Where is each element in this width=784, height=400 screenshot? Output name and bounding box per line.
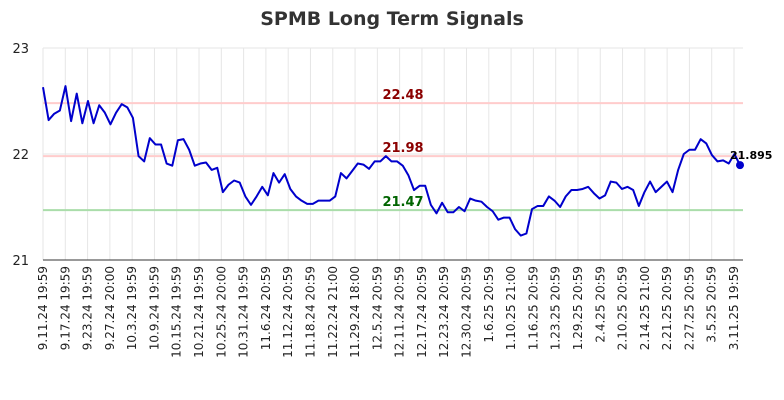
x-tick-label: 11.22.24 21:00	[326, 266, 340, 358]
y-tick-label: 22	[12, 148, 29, 163]
x-tick-label: 2.10.25 20:59	[616, 266, 630, 350]
x-tick-label: 2.27.25 20:59	[682, 266, 696, 350]
x-tick-label: 11.6.24 20:59	[259, 266, 273, 350]
x-tick-label: 2.4.25 20:59	[593, 266, 607, 343]
x-tick-label: 1.10.25 21:00	[504, 266, 518, 350]
x-tick-label: 10.25.24 20:00	[214, 266, 228, 358]
x-tick-label: 9.17.24 19:59	[58, 266, 72, 350]
x-tick-label: 1.23.25 20:59	[549, 266, 563, 350]
level-label: 21.47	[382, 195, 423, 210]
x-tick-label: 10.15.24 19:59	[170, 266, 184, 358]
price-line	[42, 85, 741, 237]
x-tick-label: 11.18.24 20:59	[303, 266, 317, 358]
x-tick-label: 9.11.24 19:59	[36, 266, 50, 350]
y-tick-label: 23	[12, 42, 29, 57]
x-tick-label: 12.5.24 20:59	[370, 266, 384, 350]
x-tick-label: 3.11.25 19:59	[727, 266, 741, 350]
x-tick-label: 10.21.24 19:59	[192, 266, 206, 358]
x-tick-label: 2.21.25 20:59	[660, 266, 674, 350]
last-value-label: 21.895	[730, 149, 772, 162]
x-tick-label: 12.30.24 20:59	[460, 266, 474, 358]
chart-title: SPMB Long Term Signals	[260, 8, 524, 30]
x-tick-label: 12.23.24 20:59	[437, 266, 451, 358]
level-label: 21.98	[382, 141, 423, 156]
x-tick-label: 9.27.24 20:00	[103, 266, 117, 350]
x-tick-label: 10.3.24 19:59	[125, 266, 139, 350]
x-tick-label: 9.23.24 19:59	[81, 266, 95, 350]
x-tick-label: 11.12.24 20:59	[281, 266, 295, 358]
x-tick-label: 11.29.24 18:00	[348, 266, 362, 358]
x-tick-label: 1.6.25 20:59	[482, 266, 496, 343]
x-tick-label: 3.5.25 20:59	[705, 266, 719, 343]
x-tick-label: 1.29.25 20:59	[571, 266, 585, 350]
last-point-marker	[736, 161, 744, 170]
y-tick-label: 21	[12, 254, 29, 269]
x-tick-label: 12.11.24 20:59	[393, 266, 407, 358]
x-tick-label: 12.17.24 20:59	[415, 266, 429, 358]
level-label: 22.48	[382, 88, 423, 103]
x-tick-label: 2.14.25 21:00	[638, 266, 652, 350]
x-tick-label: 10.31.24 19:59	[237, 266, 251, 358]
x-tick-label: 1.16.25 20:59	[526, 266, 540, 350]
x-tick-label: 10.9.24 19:59	[147, 266, 161, 350]
